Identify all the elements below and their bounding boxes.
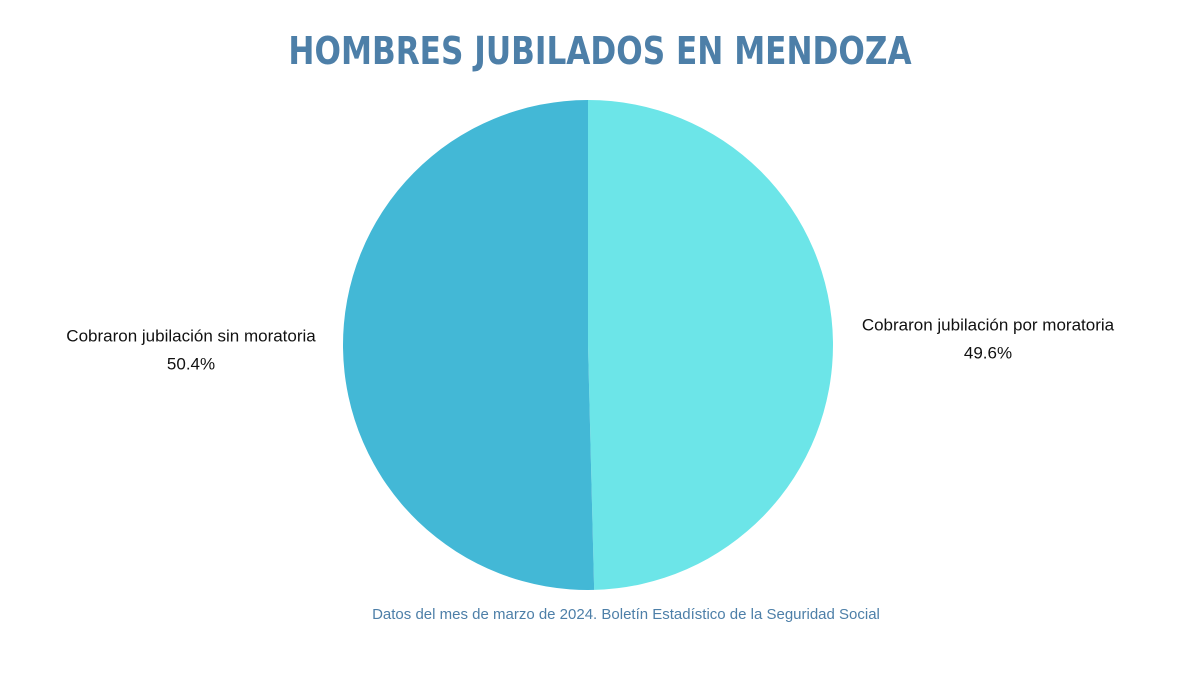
footnote: Datos del mes de marzo de 2024. Boletín …: [372, 606, 880, 623]
slice-label: Cobraron jubilación por moratoria: [862, 315, 1115, 334]
pie-slice: [342, 100, 595, 591]
slice-value-label: 49.6%: [964, 343, 1012, 362]
pie-slice: [588, 100, 833, 590]
slice-label: Cobraron jubilación sin moratoria: [66, 326, 316, 345]
slice-value-label: 50.4%: [167, 354, 215, 373]
chart-title: HOMBRES JUBILADOS EN MENDOZA: [288, 30, 911, 74]
